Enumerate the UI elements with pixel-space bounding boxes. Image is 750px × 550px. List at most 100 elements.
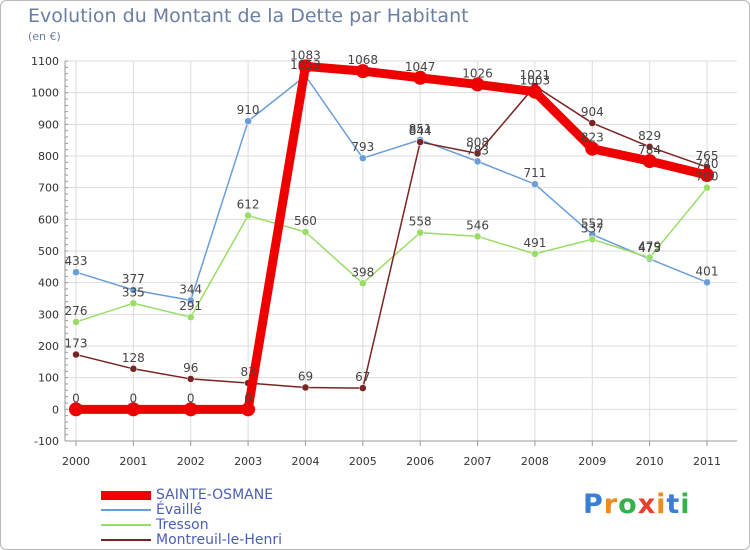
data-point <box>186 313 195 321</box>
data-label: 276 <box>65 304 88 318</box>
x-tick-label: 2005 <box>349 455 377 468</box>
data-label: 793 <box>351 140 374 154</box>
chart-title: Evolution du Montant de la Dette par Hab… <box>28 5 469 27</box>
x-tick-label: 2007 <box>464 455 492 468</box>
x-tick-label: 2004 <box>291 455 319 468</box>
series-sainte-osmane <box>69 59 714 417</box>
logo-letter: o <box>618 489 638 520</box>
y-tick-label: 600 <box>38 213 59 226</box>
data-point <box>416 138 424 146</box>
data-point <box>69 402 83 417</box>
data-label: 711 <box>523 166 546 180</box>
data-label: 479 <box>638 240 661 254</box>
x-tick-label: 2006 <box>406 455 434 468</box>
logo-letter: t <box>666 489 681 520</box>
series-line <box>75 85 708 389</box>
data-point <box>244 211 252 220</box>
data-label: 344 <box>179 282 202 296</box>
data-label: 1083 <box>290 48 321 62</box>
data-point <box>588 119 597 127</box>
data-point <box>186 296 195 305</box>
data-point <box>700 168 714 182</box>
data-point <box>642 154 657 169</box>
series-line <box>71 61 712 414</box>
x-tick-label: 2002 <box>177 455 205 468</box>
y-tick-label: -100 <box>34 435 59 448</box>
data-point <box>129 286 138 294</box>
data-point <box>645 143 654 151</box>
data-label: 335 <box>122 285 145 299</box>
data-point <box>588 235 597 244</box>
data-label: 904 <box>581 105 604 119</box>
data-label: 1026 <box>462 66 493 80</box>
data-label: 398 <box>351 265 374 279</box>
data-point <box>531 250 539 258</box>
legend-swatch <box>101 509 151 511</box>
data-label: 829 <box>638 129 661 143</box>
logo-letter: i <box>680 489 691 520</box>
y-tick-label: 400 <box>38 277 59 290</box>
data-label: 1047 <box>405 60 436 74</box>
legend-item-montreuil-le-henri[interactable]: Montreuil-le-Henri <box>101 531 282 549</box>
legend-label: Montreuil-le-Henri <box>156 532 282 548</box>
series-line <box>75 75 708 302</box>
data-point <box>703 278 711 287</box>
data-point <box>527 84 542 99</box>
data-point <box>359 384 367 392</box>
x-tick-label: 2003 <box>234 455 262 468</box>
data-point <box>72 268 80 276</box>
data-label: 0 <box>244 391 252 405</box>
chart-subtitle: (en €) <box>28 30 61 43</box>
data-label: 808 <box>466 135 489 149</box>
data-point <box>355 64 370 79</box>
x-tick-label: 2010 <box>636 455 664 468</box>
data-point <box>301 383 310 392</box>
data-label: 1068 <box>348 53 379 67</box>
logo-letter: r <box>603 489 619 520</box>
data-label: 783 <box>466 143 489 157</box>
data-point <box>126 402 141 417</box>
data-label: 96 <box>183 361 198 375</box>
proxiti-logo[interactable]: Proxiti <box>583 489 691 520</box>
data-label: 475 <box>638 241 661 255</box>
data-label: 83 <box>240 365 255 379</box>
data-label: 765 <box>696 149 719 163</box>
data-point <box>470 77 485 92</box>
data-label: 377 <box>122 272 145 286</box>
data-label: 851 <box>409 122 432 136</box>
series-montreuil-le-henri <box>72 82 711 392</box>
data-label: 1003 <box>520 74 551 88</box>
legend-swatch <box>101 539 151 541</box>
legend-item-evaille[interactable]: Évaillé <box>101 501 202 519</box>
y-tick-label: 200 <box>38 340 59 353</box>
x-tick-label: 2011 <box>693 455 721 468</box>
y-tick-label: 0 <box>52 403 59 416</box>
data-label: 491 <box>523 236 546 250</box>
data-label: 558 <box>409 215 432 229</box>
data-label: 0 <box>187 391 195 405</box>
y-tick-label: 300 <box>38 308 59 321</box>
data-label: 128 <box>122 351 145 365</box>
logo-letter: i <box>656 489 667 520</box>
x-tick-label: 2008 <box>521 455 549 468</box>
data-point <box>241 402 256 417</box>
legend-item-tresson[interactable]: Tresson <box>101 516 209 534</box>
data-label: 1021 <box>520 68 551 82</box>
legend-swatch <box>101 490 151 500</box>
y-tick-label: 700 <box>38 182 59 195</box>
data-point <box>585 141 600 156</box>
legend-item-sainte-osmane[interactable]: SAINTE-OSMANE <box>101 486 273 504</box>
data-label: 546 <box>466 218 489 232</box>
y-tick-label: 1100 <box>31 55 59 68</box>
data-point <box>72 350 80 359</box>
legend-label: Tresson <box>156 517 209 533</box>
data-point <box>301 228 310 236</box>
data-point <box>473 157 482 166</box>
data-label: 0 <box>72 391 80 405</box>
data-label: 560 <box>294 214 317 228</box>
data-label: 0 <box>130 391 138 405</box>
y-tick-label: 900 <box>38 118 59 131</box>
legend-swatch <box>101 524 151 526</box>
data-label: 700 <box>696 170 719 184</box>
data-point <box>473 149 482 158</box>
